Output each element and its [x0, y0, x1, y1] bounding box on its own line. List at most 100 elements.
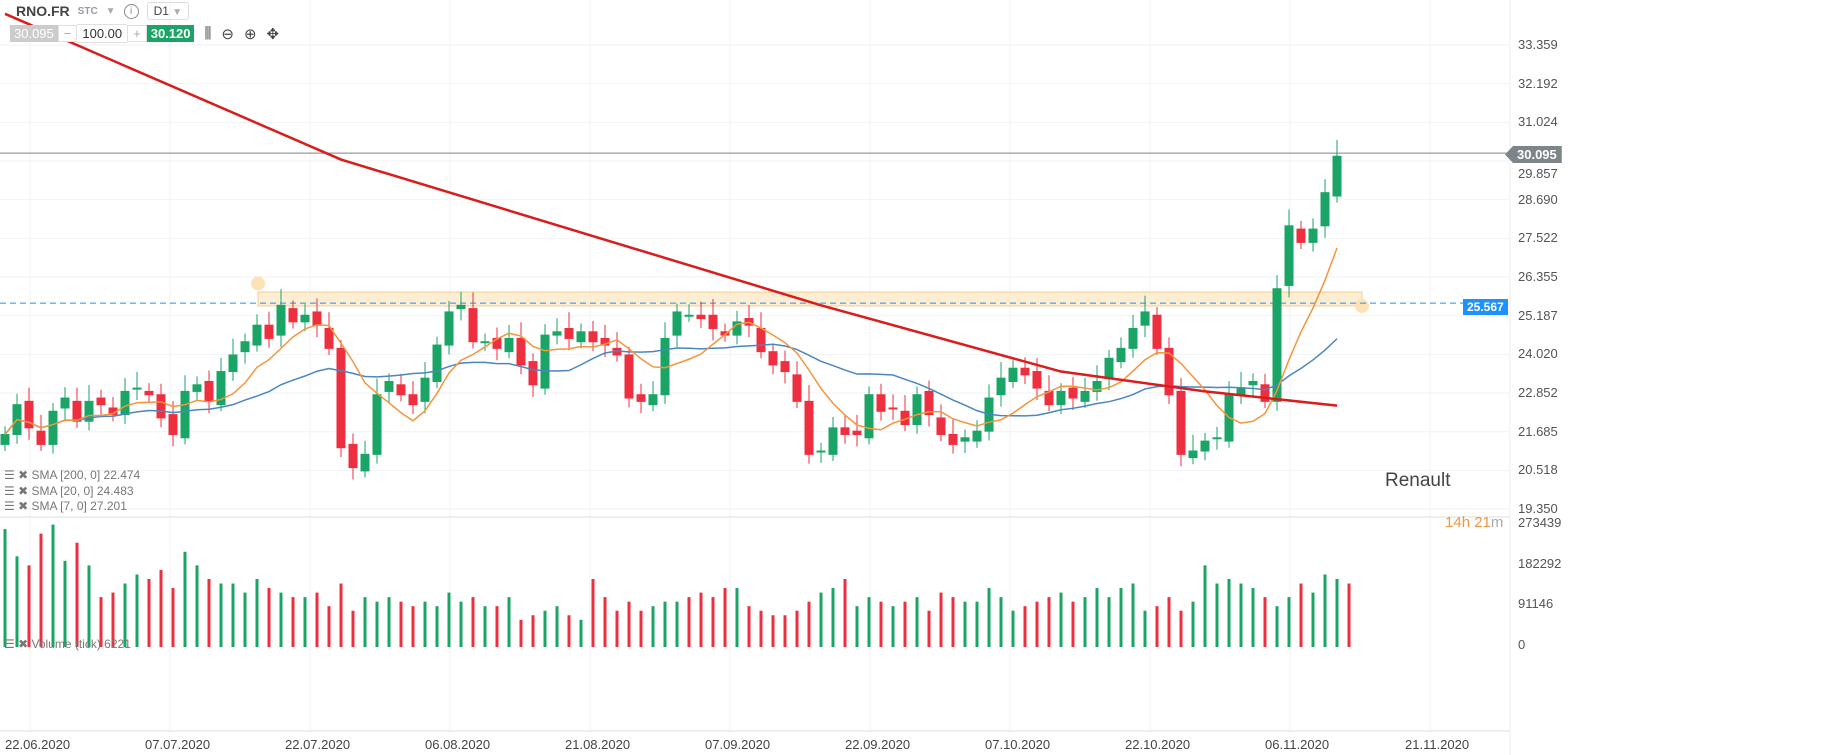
volume-bar	[87, 565, 91, 647]
candle-body	[180, 390, 190, 439]
zoom-out-icon[interactable]: ⊖	[221, 25, 234, 43]
volume-bar	[975, 601, 979, 647]
price-axis-label: 32.192	[1518, 75, 1558, 91]
candle-body	[300, 314, 310, 323]
volume-bar	[987, 588, 991, 647]
buy-button[interactable]: 30.120	[146, 25, 195, 42]
volume-bar	[783, 615, 787, 647]
candle-body	[1332, 155, 1342, 197]
candle-body	[1008, 367, 1018, 382]
candle-body	[1212, 437, 1222, 440]
candle-body	[636, 394, 646, 402]
candle-countdown: 14h 21m	[1445, 514, 1503, 531]
volume-bar	[1095, 588, 1099, 647]
candle-body	[924, 390, 934, 416]
candle-body	[756, 327, 766, 353]
volume-bar	[639, 610, 643, 647]
price-axis-label: 31.024	[1518, 114, 1558, 130]
volume-bar	[63, 560, 67, 647]
candle-body	[1056, 390, 1066, 406]
legend-label: SMA [200, 0] 22.474	[31, 468, 141, 482]
candle-body	[240, 341, 250, 353]
candle-body	[1296, 228, 1306, 243]
timeframe-value: D1	[153, 4, 169, 18]
legend-sma200[interactable]: ☰ ✖ SMA [200, 0] 22.474	[4, 468, 141, 482]
candle-body	[348, 443, 358, 469]
volume-bar	[1263, 597, 1267, 647]
candle-body	[396, 384, 406, 396]
candle-body	[312, 311, 322, 326]
quantity-input[interactable]: 100.00	[77, 24, 128, 43]
volume-bar	[807, 601, 811, 647]
info-icon[interactable]: i	[123, 3, 139, 19]
candle-body	[192, 384, 202, 392]
volume-bar	[303, 597, 307, 647]
candle-body	[1248, 380, 1258, 386]
volume-bar	[1107, 597, 1111, 647]
candle-body	[552, 331, 562, 336]
candle-body	[960, 437, 970, 442]
date-axis-label: 22.07.2020	[285, 737, 351, 752]
volume-bar	[555, 606, 559, 647]
volume-bar	[1179, 610, 1183, 647]
price-axis-label: 25.187	[1518, 307, 1558, 323]
volume-bar	[795, 610, 799, 647]
legend-sma20[interactable]: ☰ ✖ SMA [20, 0] 24.483	[4, 484, 134, 498]
candle-body	[1020, 367, 1030, 376]
chart-type-icon[interactable]: ⫼	[204, 25, 212, 42]
sma200-line	[4, 12, 1338, 407]
candle-body	[408, 394, 418, 406]
volume-bar	[1071, 601, 1075, 647]
symbol-label: RNO.FR	[16, 3, 70, 19]
volume-bar	[195, 565, 199, 647]
candle-body	[1308, 228, 1318, 243]
candle-body	[768, 351, 778, 366]
legend-volume[interactable]: ☰ ✖ Volume (tick) 6221	[4, 637, 131, 651]
volume-bar	[567, 615, 571, 647]
volume-bar	[471, 597, 475, 647]
countdown-minutes: 21	[1474, 514, 1491, 531]
volume-bar	[531, 615, 535, 647]
volume-bar	[507, 597, 511, 647]
candle-body	[384, 380, 394, 392]
candle-body	[1260, 384, 1270, 402]
volume-bar	[243, 592, 247, 647]
chevron-down-icon[interactable]: ▼	[105, 5, 116, 17]
volume-bar	[1299, 583, 1303, 647]
increase-quantity-button[interactable]: +	[127, 25, 147, 42]
volume-bar	[1059, 592, 1063, 647]
volume-bar	[375, 601, 379, 647]
zoom-in-icon[interactable]: ⊕	[243, 25, 257, 43]
date-axis-label: 21.11.2020	[1405, 737, 1470, 752]
candle-body	[1032, 371, 1042, 389]
date-axis-label: 07.10.2020	[985, 737, 1051, 752]
candle-body	[444, 311, 454, 346]
candle-body	[1272, 288, 1282, 402]
legend-sma7[interactable]: ☰ ✖ SMA [7, 0] 27.201	[4, 499, 127, 513]
volume-bar	[999, 597, 1003, 647]
volume-bar	[759, 610, 763, 647]
timeframe-select[interactable]: D1 ▼	[146, 2, 190, 20]
sell-button[interactable]: 30.095	[10, 25, 58, 42]
decrease-quantity-button[interactable]: −	[57, 25, 78, 42]
volume-bar	[951, 597, 955, 647]
candle-body	[588, 331, 598, 343]
candle-body	[528, 361, 538, 386]
volume-bar	[579, 619, 583, 647]
candle-body	[828, 427, 838, 455]
volume-bar	[15, 556, 19, 647]
volume-bar	[831, 588, 835, 647]
candle-body	[1128, 327, 1138, 349]
volume-bar	[1119, 588, 1123, 647]
volume-bar	[1203, 565, 1207, 647]
volume-bar	[39, 533, 43, 647]
volume-bar	[183, 551, 187, 647]
move-icon[interactable]: ✥	[266, 25, 280, 43]
candle-body	[672, 311, 682, 336]
candle-body	[804, 400, 814, 455]
hours-unit: h	[1461, 514, 1471, 531]
volume-bar	[363, 597, 367, 647]
candle-body	[336, 347, 346, 449]
candle-body	[792, 374, 802, 402]
